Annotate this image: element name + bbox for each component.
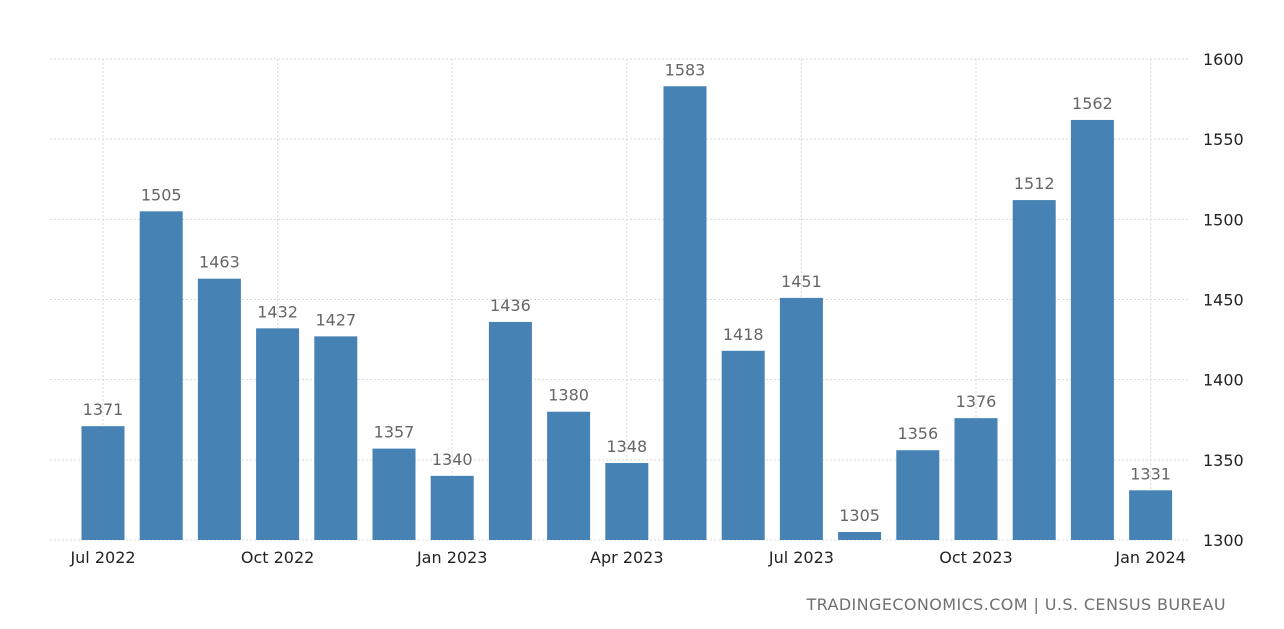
x-tick-label: Jul 2023	[768, 548, 834, 567]
bar-value-label: 1356	[897, 424, 938, 443]
y-tick-label: 1350	[1203, 451, 1244, 470]
bar	[954, 418, 998, 540]
bar	[779, 297, 823, 540]
x-tick-label: Jan 2023	[416, 548, 487, 567]
bar-value-label: 1505	[141, 185, 182, 204]
bar-value-label: 1432	[257, 302, 298, 321]
x-axis-ticks: Jul 2022 Oct 2022 Jan 2023 Apr 2023 Jul 2023…	[69, 548, 1185, 567]
bar-value-label: 1340	[432, 450, 473, 469]
bar	[605, 463, 649, 540]
bar	[838, 531, 882, 540]
bar-value-label: 1451	[781, 272, 822, 291]
data-labels: 1371 1505 1463 1432 1427 1357 1340 1436 1380 1348…	[83, 60, 1171, 525]
bar	[314, 336, 358, 540]
bar	[81, 426, 125, 540]
bar	[197, 278, 241, 540]
x-tick-label: Oct 2023	[939, 548, 1012, 567]
bar	[1012, 200, 1056, 541]
bar	[488, 321, 532, 540]
bar-value-label: 1463	[199, 253, 240, 272]
y-tick-label: 1450	[1203, 291, 1244, 310]
y-tick-label: 1400	[1203, 371, 1244, 390]
bar-value-label: 1427	[315, 310, 356, 329]
bar-value-label: 1357	[374, 423, 415, 442]
bar	[1129, 490, 1173, 540]
y-axis-ticks: 1300 1350 1400 1450 1500 1550 1600	[1203, 50, 1244, 550]
y-tick-label: 1300	[1203, 531, 1244, 550]
bar-value-label: 1331	[1130, 464, 1171, 483]
y-tick-label: 1600	[1203, 50, 1244, 69]
bar-value-label: 1348	[606, 437, 647, 456]
bar	[721, 350, 765, 540]
bar	[372, 448, 416, 540]
bar-value-label: 1371	[83, 400, 124, 419]
bar	[896, 450, 940, 540]
bar-value-label: 1418	[723, 325, 764, 344]
bar-value-label: 1305	[839, 506, 880, 525]
bar	[663, 86, 707, 541]
x-tick-label: Jul 2022	[69, 548, 135, 567]
bar-value-label: 1583	[665, 60, 706, 79]
bar	[139, 211, 183, 541]
bar	[430, 475, 474, 540]
x-tick-label: Apr 2023	[590, 548, 663, 567]
bar-value-label: 1376	[956, 392, 997, 411]
bar	[1070, 119, 1114, 540]
bar-value-label: 1380	[548, 386, 589, 405]
bar-value-label: 1436	[490, 296, 531, 315]
bar	[547, 411, 591, 540]
bars	[81, 86, 1173, 541]
bar-value-label: 1512	[1014, 174, 1055, 193]
source-credit: TRADINGECONOMICS.COM | U.S. CENSUS BUREA…	[806, 595, 1226, 614]
y-tick-label: 1500	[1203, 210, 1244, 229]
x-tick-label: Oct 2022	[241, 548, 314, 567]
x-tick-label: Jan 2024	[1114, 548, 1185, 567]
bar	[256, 328, 300, 540]
y-tick-label: 1550	[1203, 130, 1244, 149]
bar-value-label: 1562	[1072, 94, 1113, 113]
